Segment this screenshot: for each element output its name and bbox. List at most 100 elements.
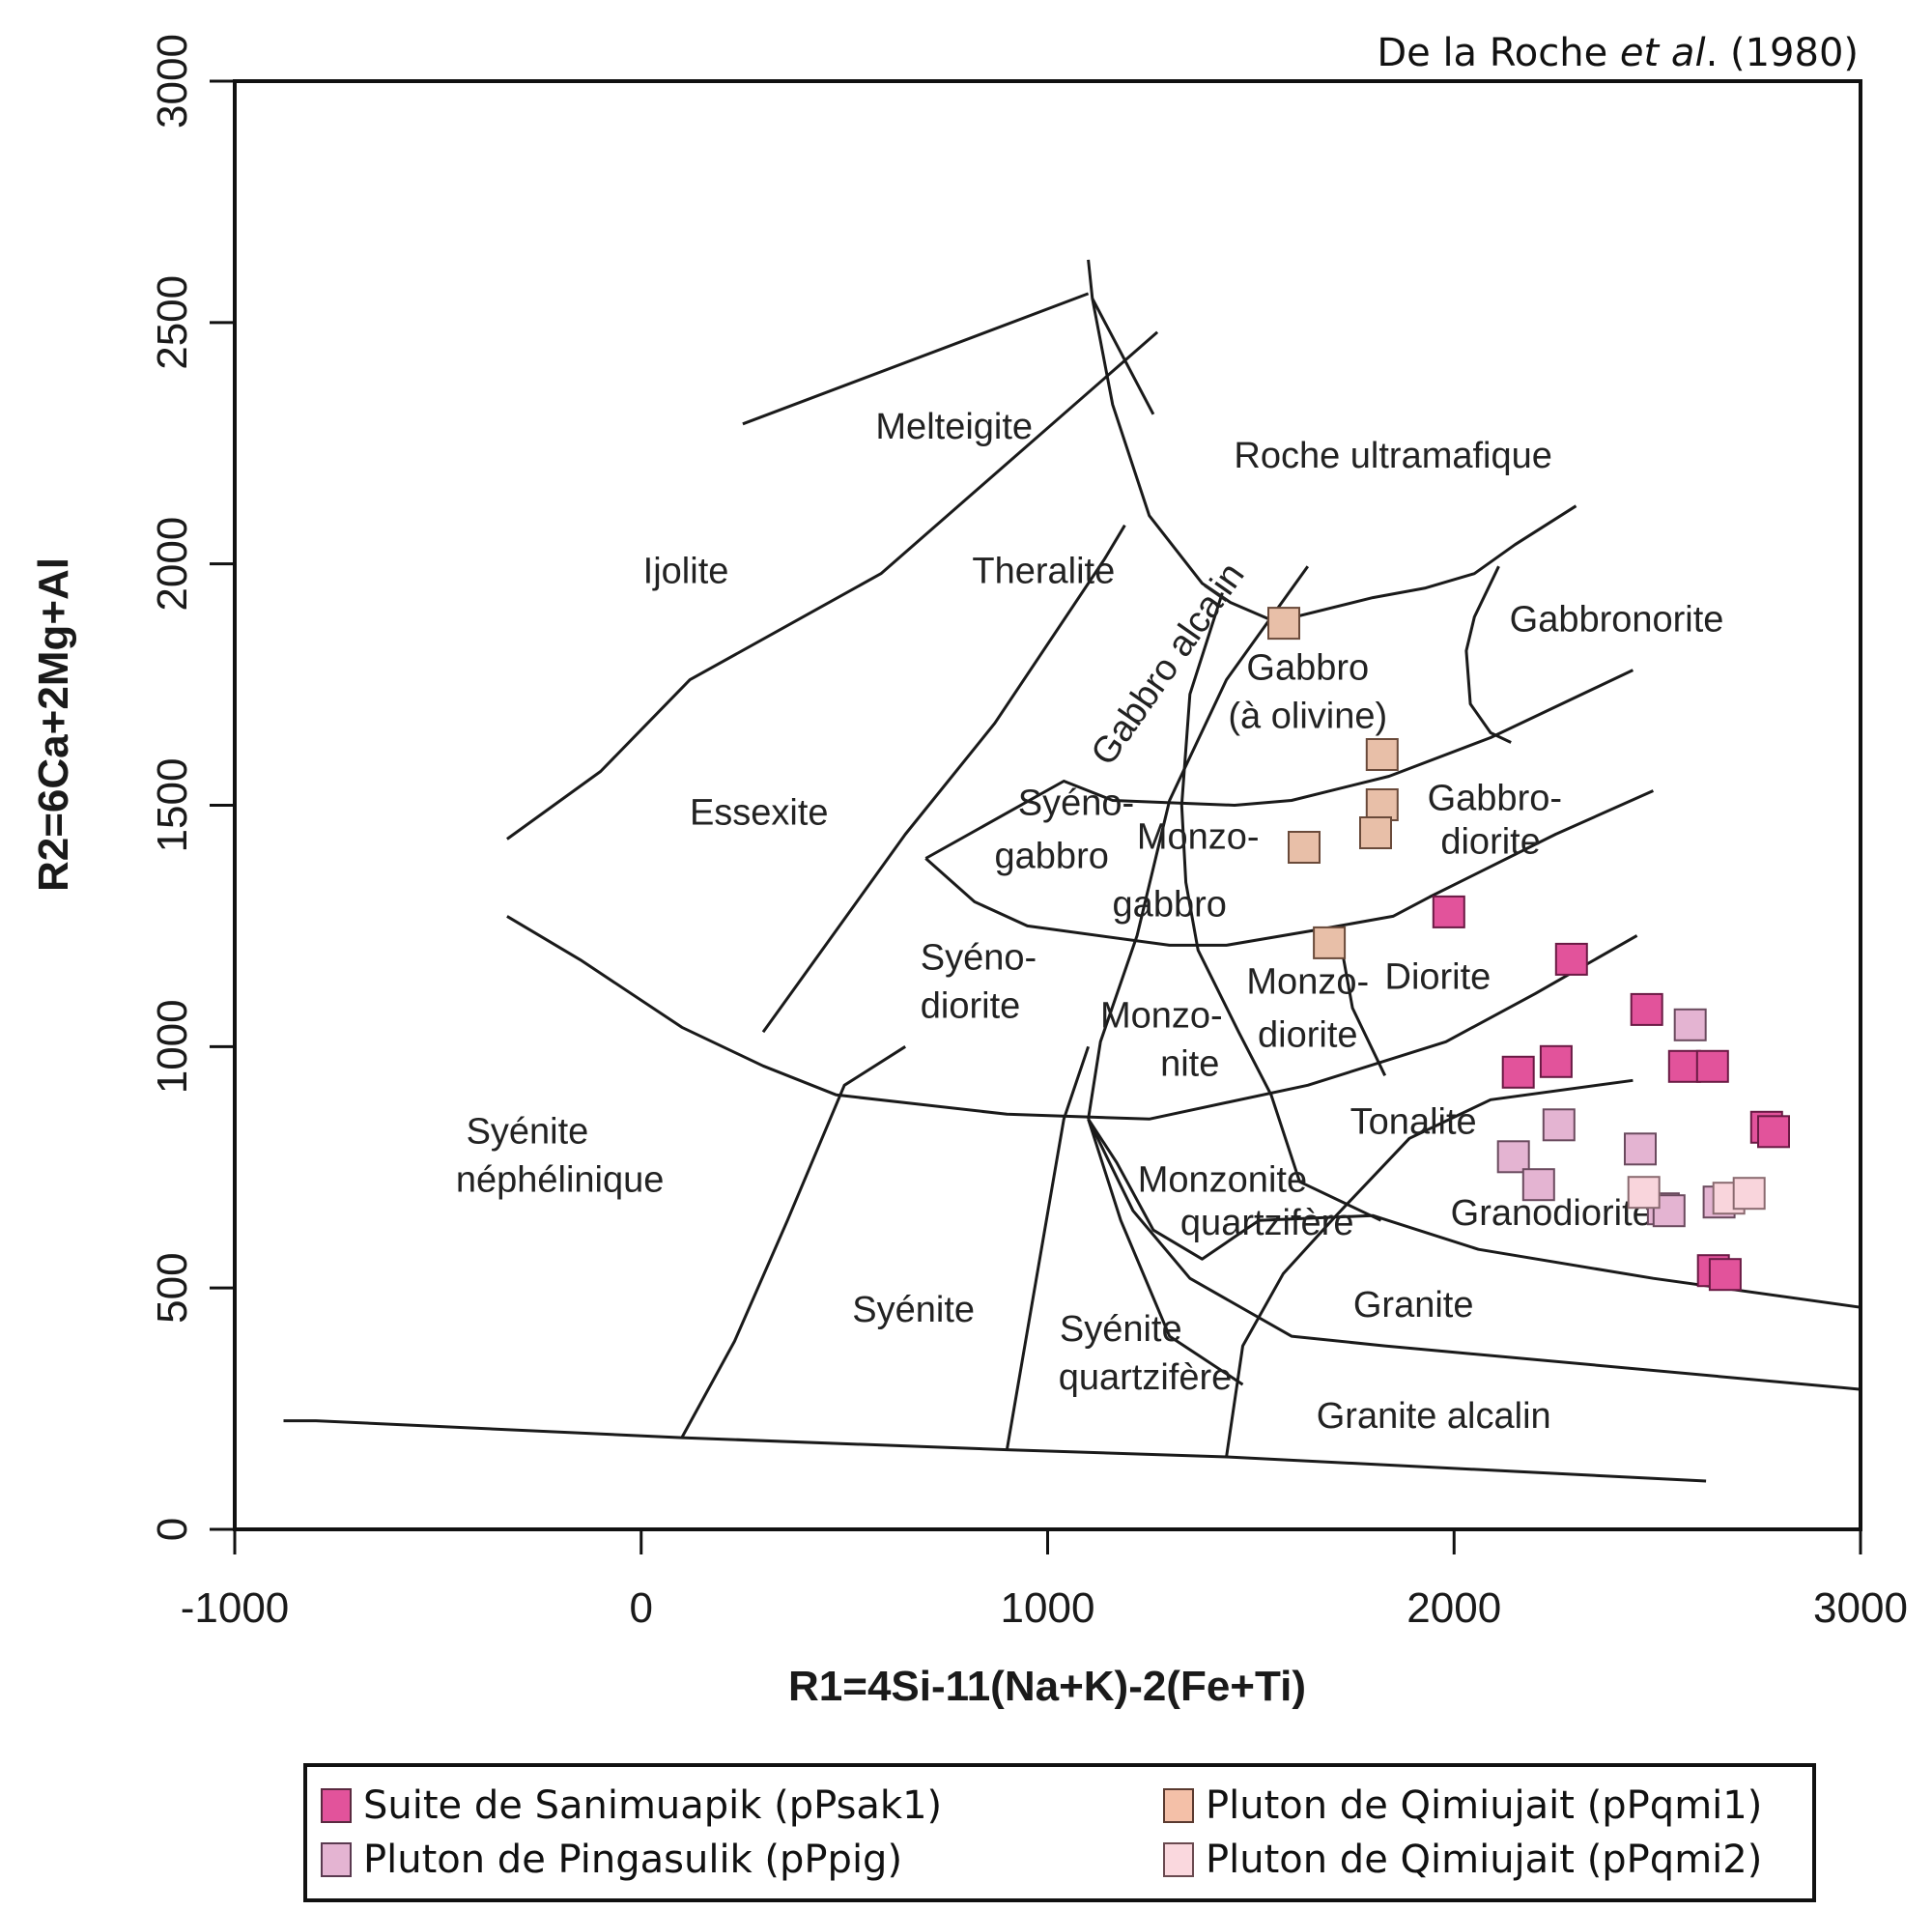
data-point — [1673, 1008, 1707, 1041]
field-label: Gabbro- — [1428, 779, 1562, 819]
legend-swatch-pingasulik — [321, 1842, 352, 1877]
field-boundary-line — [1179, 592, 1382, 1222]
field-label: Theralite — [972, 552, 1115, 592]
x-axis-ticks: -1000 0 1000 2000 3000 — [181, 1529, 1908, 1632]
field-label: Granite alcalin — [1317, 1396, 1551, 1437]
data-point — [1288, 831, 1321, 864]
field-label: Syéno- — [921, 937, 1037, 978]
field-boundary-line — [506, 330, 1159, 841]
data-point — [1521, 1168, 1555, 1202]
data-point — [1624, 1132, 1657, 1166]
field-label: Monzo- — [1246, 961, 1369, 1002]
field-label: néphélinique — [456, 1159, 665, 1200]
field-boundary-line — [1005, 1045, 1091, 1450]
field-label: Monzo- — [1100, 995, 1223, 1036]
field-label: Syéno- — [1018, 784, 1134, 824]
field-label: Syénite — [852, 1290, 975, 1330]
legend-label-qimiujait-2: Pluton de Qimiujait (pPqmi2) — [1206, 1838, 1762, 1882]
data-point — [1501, 1055, 1535, 1089]
data-point — [1732, 1177, 1766, 1211]
field-boundary-line — [506, 915, 1638, 1121]
legend-swatch-sanimuapik — [321, 1788, 352, 1823]
field-boundary-line — [1464, 565, 1512, 744]
x-tick-label: 2000 — [1406, 1584, 1501, 1632]
field-boundary-line — [742, 292, 1090, 426]
legend-label-pingasulik: Pluton de Pingasulik (pPpig) — [363, 1838, 902, 1882]
x-tick-label: 3000 — [1813, 1584, 1908, 1632]
field-boundary-line — [1087, 259, 1577, 624]
field-label: diorite — [1258, 1014, 1358, 1055]
y-tick-label: 3000 — [149, 34, 196, 128]
field-label: quartzifère — [1059, 1357, 1233, 1398]
data-points — [1267, 607, 1790, 1292]
field-boundary-line — [283, 1419, 1707, 1483]
citation: De la Roche et al. (1980) — [1377, 31, 1859, 75]
data-point — [1667, 1049, 1701, 1083]
field-label: Monzo- — [1137, 817, 1260, 858]
field-label: Granite — [1353, 1285, 1474, 1326]
citation-year: . (1980) — [1706, 31, 1859, 75]
data-point — [1539, 1044, 1573, 1078]
field-label: Monzonite — [1138, 1159, 1307, 1200]
field-label: Ijolite — [643, 552, 729, 592]
y-tick-label: 2500 — [149, 275, 196, 370]
data-point — [1695, 1049, 1729, 1083]
field-label: diorite — [1440, 822, 1541, 863]
field-label: Diorite — [1385, 956, 1492, 997]
y-tick-label: 500 — [149, 1252, 196, 1323]
data-point — [1313, 926, 1347, 959]
field-boundary-line — [761, 524, 1126, 1034]
field-boundary-line — [1091, 298, 1155, 415]
field-labels: Melteigite Roche ultramafique Ijolite Thera… — [456, 407, 1724, 1437]
data-point — [1708, 1258, 1742, 1292]
y-axis-title: R2=6Ca+2Mg+Al — [30, 557, 77, 892]
field-boundary-line — [1225, 1078, 1634, 1458]
y-tick-label: 1000 — [149, 999, 196, 1094]
legend: Suite de Sanimuapik (pPsak1) Pluton de Q… — [303, 1763, 1816, 1902]
y-tick-label: 2000 — [149, 517, 196, 612]
field-boundary-line — [1087, 1118, 1244, 1386]
citation-etal: et al — [1620, 31, 1706, 75]
field-label: gabbro — [995, 836, 1109, 876]
field-label: Essexite — [690, 793, 829, 834]
field-boundary-line — [1087, 565, 1310, 1120]
x-tick-label: 0 — [630, 1584, 653, 1632]
field-boundary-line — [924, 669, 1634, 860]
field-label: (à olivine) — [1228, 697, 1387, 737]
field-boundaries — [283, 259, 1861, 1483]
legend-swatch-qimiujait-1 — [1163, 1788, 1194, 1823]
legend-swatch-qimiujait-2 — [1163, 1842, 1194, 1877]
field-label: Roche ultramafique — [1234, 436, 1552, 476]
field-boundary-line — [1087, 1118, 1861, 1391]
field-label: Syénite — [1060, 1309, 1182, 1350]
field-boundary-line — [680, 1045, 907, 1439]
field-label: Tonalite — [1350, 1101, 1477, 1142]
legend-label-qimiujait-1: Pluton de Qimiujait (pPqmi1) — [1206, 1783, 1762, 1828]
x-tick-label: -1000 — [181, 1584, 290, 1632]
citation-authors: De la Roche — [1377, 31, 1620, 75]
field-label: quartzifère — [1180, 1203, 1354, 1243]
data-point — [1496, 1140, 1530, 1174]
data-point — [1542, 1108, 1576, 1142]
field-label: Syénite — [467, 1111, 589, 1152]
data-point — [1757, 1115, 1790, 1149]
field-boundary-line — [924, 789, 1655, 947]
field-label: diorite — [921, 985, 1021, 1026]
field-label: Melteigite — [875, 407, 1033, 447]
data-point — [1365, 738, 1399, 771]
x-tick-label: 1000 — [1001, 1584, 1095, 1632]
field-boundary-line — [1338, 940, 1387, 1076]
field-label: nite — [1160, 1043, 1219, 1084]
y-tick-label: 1500 — [149, 758, 196, 853]
x-axis-title: R1=4Si-11(Na+K)-2(Fe+Ti) — [788, 1663, 1306, 1710]
field-label: gabbro — [1113, 884, 1227, 925]
data-point — [1630, 992, 1663, 1026]
legend-label-sanimuapik: Suite de Sanimuapik (pPsak1) — [363, 1783, 942, 1828]
data-point — [1627, 1176, 1661, 1210]
legend-box — [303, 1763, 1816, 1902]
field-label: Gabbronorite — [1510, 600, 1724, 641]
field-label: Gabbro — [1246, 648, 1369, 689]
y-tick-label: 0 — [149, 1518, 196, 1541]
data-point — [1359, 816, 1392, 849]
